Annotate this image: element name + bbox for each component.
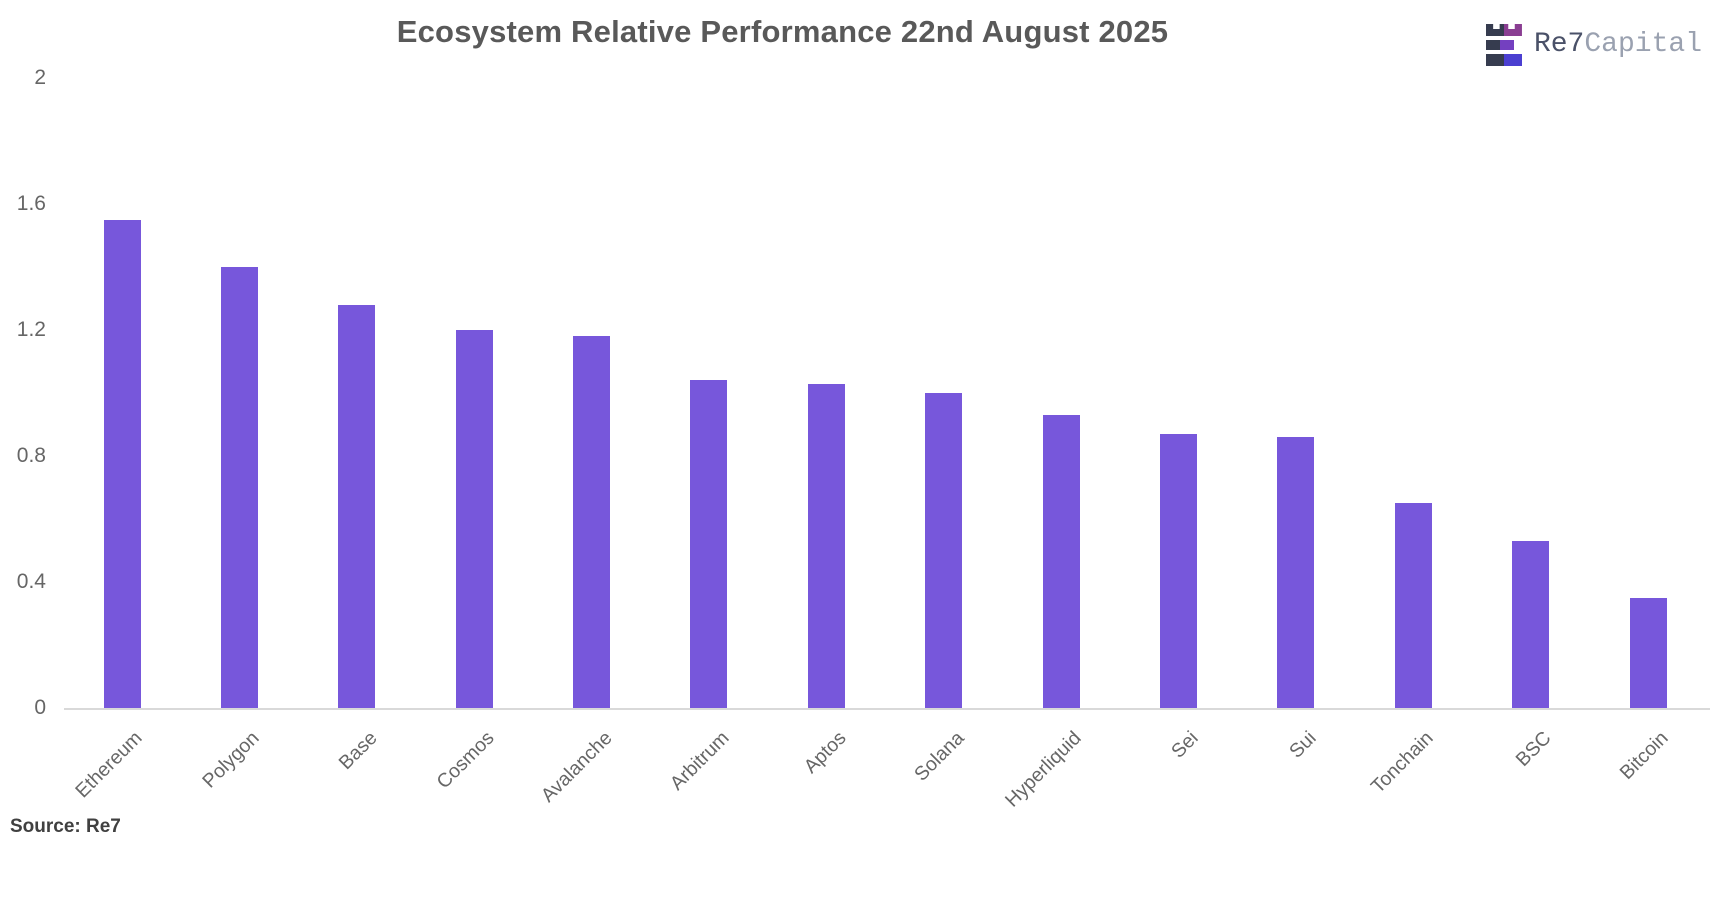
bar-sei <box>1159 433 1197 708</box>
y-axis-tick-label: 2 <box>34 66 46 89</box>
chart-title: Ecosystem Relative Performance 22nd Augu… <box>396 14 1169 49</box>
bar-aptos <box>807 383 845 708</box>
y-axis-tick-label: 0 <box>34 696 46 719</box>
logo-wordmark-bold: Re7 <box>1533 29 1585 60</box>
bar-polygon <box>220 267 258 708</box>
re7-capital-logo: Re7Capital <box>1485 24 1702 66</box>
bar-bsc <box>1512 541 1550 708</box>
bar-sui <box>1277 437 1315 708</box>
bar-hyperliquid <box>1042 415 1080 708</box>
re7-castle-icon <box>1485 24 1522 66</box>
bar-base <box>338 304 376 708</box>
chart-page: Ecosystem Relative Performance 22nd Augu… <box>10 14 1710 837</box>
bar-ethereum <box>103 219 141 708</box>
x-axis-line <box>64 708 1710 710</box>
logo-wordmark: Re7Capital <box>1534 31 1702 59</box>
y-axis-tick-label: 1.2 <box>16 318 46 341</box>
bar-bitcoin <box>1629 597 1667 708</box>
bar-avalanche <box>573 336 611 708</box>
bar-tonchain <box>1394 503 1432 708</box>
y-axis-tick-label: 0.8 <box>16 444 46 467</box>
source-note: Source: Re7 <box>10 816 121 837</box>
bar-chart-plot-area: 2 1.6 1.2 0.8 0.4 0 Ethereum Polygon Base Cosmos A… <box>16 66 1710 812</box>
bar-cosmos <box>455 330 493 708</box>
y-axis-tick-label: 0.4 <box>16 570 46 593</box>
bar-arbitrum <box>690 380 728 708</box>
logo-middle-row <box>1485 40 1514 50</box>
bar-solana <box>925 393 963 708</box>
logo-wordmark-light: Capital <box>1584 29 1702 60</box>
logo-bottom-row <box>1485 54 1522 66</box>
y-axis-tick-label: 1.6 <box>16 192 46 215</box>
